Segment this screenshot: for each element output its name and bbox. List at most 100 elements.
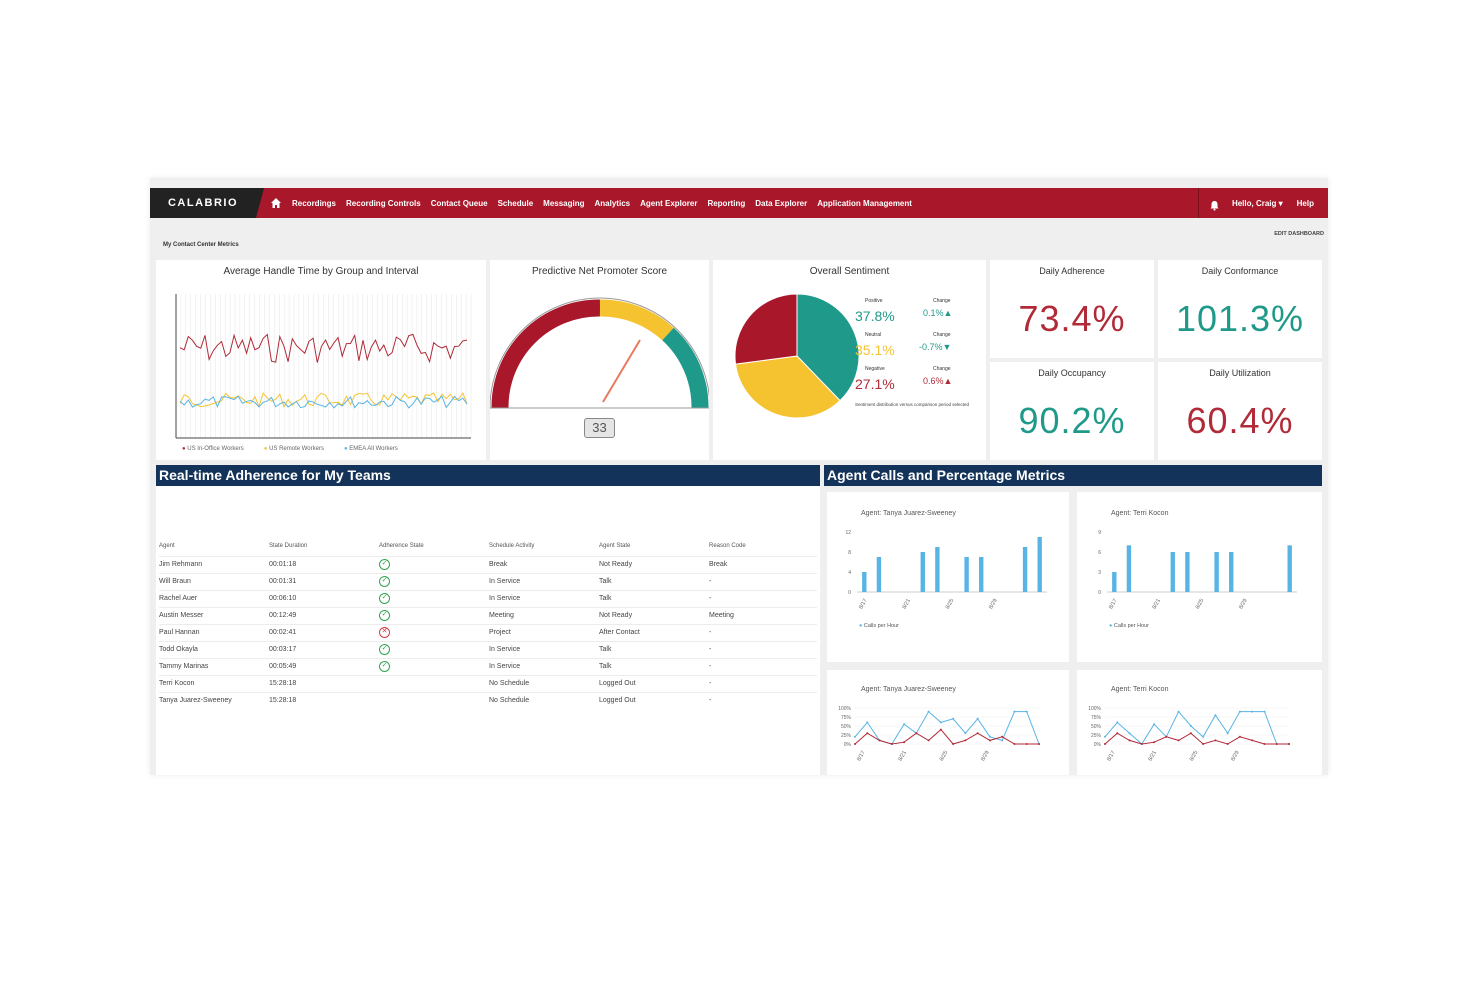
agent-metrics-header: Agent Calls and Percentage Metrics xyxy=(824,465,1322,486)
table-cell: Rachel Auer xyxy=(159,589,269,607)
user-menu[interactable]: Hello, Craig ▾ xyxy=(1232,199,1283,208)
aht-legend-label: EMEA All Workers xyxy=(349,446,398,452)
dashboard-window: CALABRIO Recordings Recording Controls C… xyxy=(150,178,1328,775)
nav-recordings[interactable]: Recordings xyxy=(292,198,337,208)
legend-dot-icon: ● xyxy=(343,446,348,452)
nav-application-management[interactable]: Application Management xyxy=(817,198,912,208)
table-cell: Jim Rehmann xyxy=(159,555,269,573)
sentiment-row-neutral: Neutral 35.1% Change -0.7%▼ xyxy=(855,332,980,366)
x-tick-label: 8/17 xyxy=(1106,750,1117,762)
y-tick-label: 25% xyxy=(841,733,852,739)
bar xyxy=(964,557,969,592)
nav-schedule[interactable]: Schedule xyxy=(497,198,534,208)
nav-messaging[interactable]: Messaging xyxy=(543,198,585,208)
y-tick-label: 0% xyxy=(1094,742,1102,748)
column-header[interactable]: Adherence State xyxy=(379,542,424,549)
table-row[interactable]: Rachel Auer 00:06:10 ✓ In Service Talk - xyxy=(159,589,817,607)
y-tick-label: 100% xyxy=(838,706,851,712)
sentiment-pct: 35.1% xyxy=(855,342,895,358)
home-icon[interactable] xyxy=(270,197,282,209)
edit-dashboard-button[interactable]: EDIT DASHBOARD xyxy=(1274,231,1324,237)
bar-legend: ● Calls per Hour xyxy=(1109,623,1149,629)
pie-slice xyxy=(734,293,798,365)
kpi-value: 73.4% xyxy=(1018,298,1126,339)
table-cell: After Contact xyxy=(599,623,709,641)
x-tick-label: 8/25 xyxy=(1195,598,1206,610)
bar-legend-label: Calls per Hour xyxy=(863,623,900,629)
aht-legend: ● US In-Office Workers ● US Remote Worke… xyxy=(182,446,398,452)
table-cell: - xyxy=(709,589,817,607)
bar xyxy=(979,557,984,592)
table-cell: - xyxy=(709,623,817,641)
kpi-daily-conformance: Daily Conformance 101.3% xyxy=(1158,260,1322,358)
nav-data-explorer[interactable]: Data Explorer xyxy=(755,198,808,208)
chart-agent-label: Agent: Terri Kocon xyxy=(1111,510,1169,517)
table-row[interactable]: Paul Hannan 00:02:41 ✕ Project After Contact… xyxy=(159,623,817,641)
bar xyxy=(1112,572,1117,592)
x-tick-label: 8/29 xyxy=(1230,750,1241,762)
check-circle-icon: ✓ xyxy=(379,610,390,621)
table-cell: Tanya Juarez-Sweeney xyxy=(159,691,269,709)
legend-dot-icon: ● xyxy=(1109,623,1113,629)
nav-contact-queue[interactable]: Contact Queue xyxy=(430,198,488,208)
aht-legend-item: ● EMEA All Workers xyxy=(344,446,398,452)
table-row[interactable]: Terri Kocon 15:28:18 No Schedule Logged Out… xyxy=(159,674,817,692)
x-tick-label: 8/25 xyxy=(1189,750,1200,762)
table-cell: 00:12:49 xyxy=(269,606,379,624)
table-row[interactable]: Tanya Juarez-Sweeney 15:28:18 No Schedule L… xyxy=(159,691,817,709)
table-cell: 00:03:17 xyxy=(269,640,379,658)
up-arrow-icon: ▲ xyxy=(943,376,953,386)
nav-recording-controls[interactable]: Recording Controls xyxy=(346,198,421,208)
kpi-daily-utilization: Daily Utilization 60.4% xyxy=(1158,362,1322,460)
column-header[interactable]: Reason Code xyxy=(709,542,746,549)
check-circle-icon: ✓ xyxy=(379,593,390,604)
adherence-state-cell: ✓ xyxy=(379,657,489,675)
table-cell: Logged Out xyxy=(599,691,709,709)
pie-slice xyxy=(796,293,860,402)
aht-series-line xyxy=(179,333,468,364)
column-header[interactable]: State Duration xyxy=(269,542,308,549)
y-tick-label: 100% xyxy=(1088,706,1101,712)
bar-legend-label: Calls per Hour xyxy=(1113,623,1150,629)
table-cell: Project xyxy=(489,623,599,641)
calls-bar-chart: 0 4 8 12 8/17 8/21 8/25 8/29 xyxy=(845,530,1047,610)
adherence-state-cell xyxy=(379,674,489,692)
kpi-daily-occupancy: Daily Occupancy 90.2% xyxy=(990,362,1154,460)
sentiment-label: Positive xyxy=(865,298,883,304)
table-cell: Will Braun xyxy=(159,572,269,590)
column-header[interactable]: Agent State xyxy=(599,542,631,549)
up-arrow-icon: ▲ xyxy=(943,308,953,318)
table-row[interactable]: Tammy Marinas 00:05:49 ✓ In Service Talk - xyxy=(159,657,817,675)
kpi-value: 90.2% xyxy=(1018,400,1126,441)
nav-reporting[interactable]: Reporting xyxy=(707,198,746,208)
sentiment-pct: 37.8% xyxy=(855,308,895,324)
sentiment-pie xyxy=(734,293,860,419)
table-cell: Austin Messer xyxy=(159,606,269,624)
column-header[interactable]: Agent xyxy=(159,542,175,549)
table-cell: Talk xyxy=(599,589,709,607)
table-row[interactable]: Jim Rehmann 00:01:18 ✓ Break Not Ready Break xyxy=(159,555,817,573)
y-tick-label: 4 xyxy=(848,570,851,576)
column-header[interactable]: Schedule Activity xyxy=(489,542,535,549)
y-tick-label: 6 xyxy=(1098,550,1101,556)
table-row[interactable]: Todd Okayla 00:03:17 ✓ In Service Talk - xyxy=(159,640,817,658)
table-row[interactable]: Austin Messer 00:12:49 ✓ Meeting Not Ready Me… xyxy=(159,606,817,624)
kpi-title: Daily Utilization xyxy=(1209,368,1271,378)
bar-legend: ● Calls per Hour xyxy=(859,623,899,629)
table-cell: Not Ready xyxy=(599,555,709,573)
adherence-table: Agent State Duration Adherence State Sch… xyxy=(159,536,817,709)
y-tick-label: 8 xyxy=(848,550,851,556)
nav-analytics[interactable]: Analytics xyxy=(594,198,631,208)
help-link[interactable]: Help xyxy=(1296,198,1314,208)
percent-series-red xyxy=(1104,732,1289,745)
legend-dot-icon: ● xyxy=(859,623,863,629)
sentiment-title: Overall Sentiment xyxy=(809,266,890,277)
percent-series-red xyxy=(854,728,1039,745)
calls-bar-chart: 0 3 6 9 8/17 8/21 8/25 8/29 xyxy=(1098,530,1297,610)
nav-agent-explorer[interactable]: Agent Explorer xyxy=(640,198,698,208)
bell-icon[interactable] xyxy=(1209,198,1220,211)
table-cell: In Service xyxy=(489,640,599,658)
y-tick-label: 0% xyxy=(844,742,852,748)
table-row[interactable]: Will Braun 00:01:31 ✓ In Service Talk - xyxy=(159,572,817,590)
y-tick-label: 3 xyxy=(1098,570,1101,576)
